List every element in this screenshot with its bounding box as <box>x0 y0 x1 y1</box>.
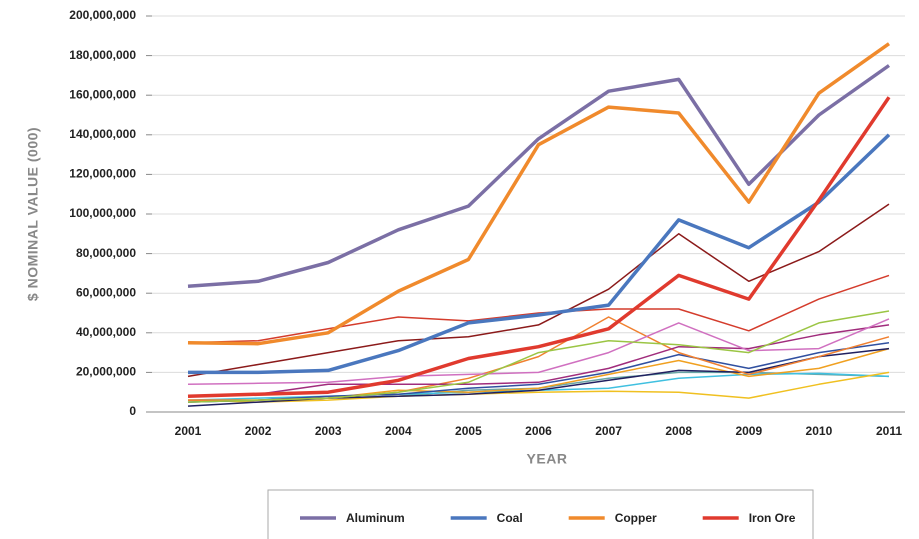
series-line <box>187 324 890 397</box>
series-line <box>187 64 891 289</box>
x-tick-label: 2007 <box>595 424 622 438</box>
x-tick-label: 2001 <box>175 424 202 438</box>
legend-label: Copper <box>615 511 657 525</box>
series-line <box>187 42 891 346</box>
y-tick-label: 0 <box>129 404 136 418</box>
y-axis-title: $ NOMINAL VALUE (000) <box>25 127 41 301</box>
y-tick-label: 180,000,000 <box>69 48 136 62</box>
y-tick-label: 200,000,000 <box>69 8 136 22</box>
y-tick-label: 80,000,000 <box>76 246 136 260</box>
x-tick-label: 2004 <box>385 424 412 438</box>
series-line <box>187 371 890 403</box>
x-tick-label: 2008 <box>665 424 692 438</box>
y-tick-label: 20,000,000 <box>76 365 136 379</box>
y-tick-label: 120,000,000 <box>69 167 136 181</box>
series-line <box>187 96 891 398</box>
y-tick-label: 40,000,000 <box>76 325 136 339</box>
y-tick-label: 60,000,000 <box>76 285 136 299</box>
x-tick-label: 2011 <box>876 424 902 438</box>
y-tick-label: 100,000,000 <box>69 206 136 220</box>
legend-label: Aluminum <box>346 511 405 525</box>
series-line <box>187 203 890 378</box>
legend-label: Coal <box>497 511 523 525</box>
x-tick-label: 2009 <box>735 424 762 438</box>
legend-box <box>267 489 814 539</box>
x-axis-title: YEAR <box>527 451 568 467</box>
series-line <box>187 341 890 403</box>
series-line <box>187 372 890 401</box>
x-tick-label: 2006 <box>525 424 552 438</box>
series-line <box>187 318 890 386</box>
y-tick-label: 140,000,000 <box>69 127 136 141</box>
x-tick-label: 2003 <box>315 424 342 438</box>
y-tick-label: 160,000,000 <box>69 87 136 101</box>
series-line <box>187 310 890 403</box>
series-line <box>187 274 890 344</box>
x-tick-label: 2005 <box>455 424 482 438</box>
legend-label: Iron Ore <box>749 511 796 525</box>
x-tick-label: 2010 <box>806 424 833 438</box>
series-line <box>188 133 891 375</box>
x-tick-label: 2002 <box>245 424 272 438</box>
